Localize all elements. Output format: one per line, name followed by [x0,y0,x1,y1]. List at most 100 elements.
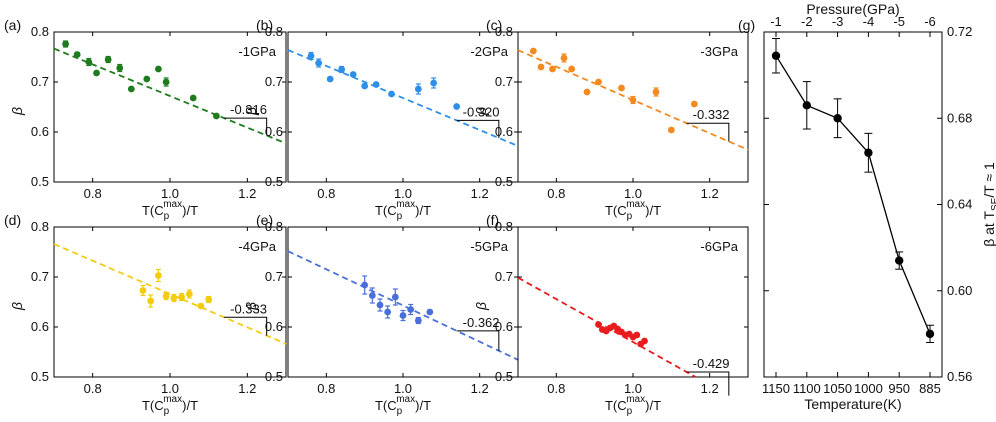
top-tick-label: -5 [893,14,905,29]
x-axis-label-sub: p [627,406,633,417]
x-tick-label: 1.2 [471,186,489,201]
x-axis-label-end: )/T [415,203,431,218]
panel-c: 0.8 1.0 1.20.50.60.70.8(c)-3GPaβT(Cpmax)/T… [473,17,749,222]
data-point [384,308,392,316]
y-tick-label: 0.6 [31,124,49,139]
x-axis-label-sup: max [396,394,415,405]
x-axis-label-sub: p [164,211,170,222]
x-tick-label: 1.0 [394,381,412,396]
data-point [93,69,100,77]
x-tick-label: 1.2 [238,381,256,396]
data-point [116,64,124,72]
data-point [595,321,602,328]
x-axis-label-end: )/T [645,203,661,218]
data-point [583,88,591,96]
fit-line [287,49,519,147]
data-point [62,40,69,48]
data-point [426,308,434,316]
data-point [376,301,384,309]
x-axis-label-sub: p [397,211,403,222]
data-point [162,78,170,86]
data-point [368,292,376,299]
data-point [667,126,675,134]
top-tick-label: -1 [770,14,782,29]
data-point [690,100,698,108]
x-tick-label: 0.8 [317,186,335,201]
y-tick-label: 0.5 [265,369,283,384]
data-point [361,281,369,289]
y-tick-label: 0.7 [31,269,49,284]
x-axis-label-sup: max [626,394,645,405]
x-tick-label: 1.0 [624,186,642,201]
panel-g: 0.56 0.60 0.64 0.68 0.72 1150 -1 1100 -2 1050 -3 10… [738,1,996,412]
panel-label: (c) [486,17,502,33]
x-axis-label: Temperature(K) [804,396,901,412]
x-tick-label: 0.8 [84,381,102,396]
y-tick-label: 0.8 [31,219,49,234]
x-tick-label: 950 [888,381,910,396]
panel-label: (d) [4,212,21,228]
y-axis-label: β [243,302,259,311]
data-point [307,52,315,60]
pressure-annotation: -2GPa [470,44,508,59]
slope-label: -0.429 [693,356,730,371]
data-point [549,65,556,73]
data-point [771,51,781,60]
x-axis-label: T(Cpmax)/T [375,199,431,222]
fit-line [287,250,519,361]
x-tick-label: 1.2 [238,186,256,201]
panel-label: (b) [256,17,273,33]
slope-triangle [224,117,268,136]
x-tick-label: 885 [919,381,941,396]
data-point [127,85,135,93]
data-point [802,101,811,110]
x-axis-label-sub: p [397,406,403,417]
y-tick-label: 0.5 [31,174,49,189]
data-point [197,302,205,310]
data-point [143,75,151,83]
x-axis-label: T(Cpmax)/T [142,394,198,417]
data-point [326,75,334,83]
data-point [633,331,641,339]
top-tick-label: -6 [924,14,936,29]
data-point [407,306,415,313]
x-tick-label: 1.0 [394,186,412,201]
data-point [85,58,93,66]
panel-b: 0.8 1.0 1.20.50.60.70.8(b)-2GPaβT(Cpmax)/T… [243,17,519,222]
data-point [833,114,842,123]
y-tick-label: 0.8 [265,24,283,39]
x-axis-label: T(Cpmax)/T [605,199,661,222]
y-axis-label: β [9,107,25,116]
top-axis-label: Pressure(GPa) [806,1,899,17]
data-point [399,312,407,319]
y-tick-label: 0.7 [495,74,513,89]
panel-d: 0.8 1.0 1.20.50.60.70.8(d)-4GPaβT(Cpmax)/T… [4,212,287,417]
y-tick-label: 0.72 [947,24,972,39]
data-point [361,82,369,90]
data-point [170,294,178,302]
panel-label: (a) [4,17,21,33]
slope-label: -0.320 [463,104,500,119]
x-axis-label-main: T(C [375,398,397,413]
x-tick-label: 0.8 [84,186,102,201]
x-tick-label: 0.8 [317,381,335,396]
data-point [185,290,193,298]
y-tick-label: 0.7 [265,269,283,284]
y-tick-label: 0.7 [495,269,513,284]
x-tick-label: 0.8 [547,186,565,201]
x-tick-label: 1.2 [471,381,489,396]
data-point [529,47,537,55]
x-axis-label: T(Cpmax)/T [142,199,198,222]
data-point [430,79,438,87]
x-axis-label-main: T(C [605,203,627,218]
y-tick-label: 0.8 [265,219,283,234]
y-tick-label: 0.5 [495,174,513,189]
data-point [338,66,346,73]
panel-a: 0.8 1.0 1.2 0.5 0.6 0.7 0.8 (a) -1GPa β T(Cpmax)/T… [4,17,287,222]
x-tick-label: 1100 [793,381,821,396]
x-axis-label: T(Cpmax)/T [375,394,431,417]
data-point [629,96,637,104]
panel-e: 0.8 1.0 1.20.50.60.70.8(e)-5GPaβT(Cpmax)/T… [243,212,519,417]
x-tick-label: 1150 [762,381,790,396]
